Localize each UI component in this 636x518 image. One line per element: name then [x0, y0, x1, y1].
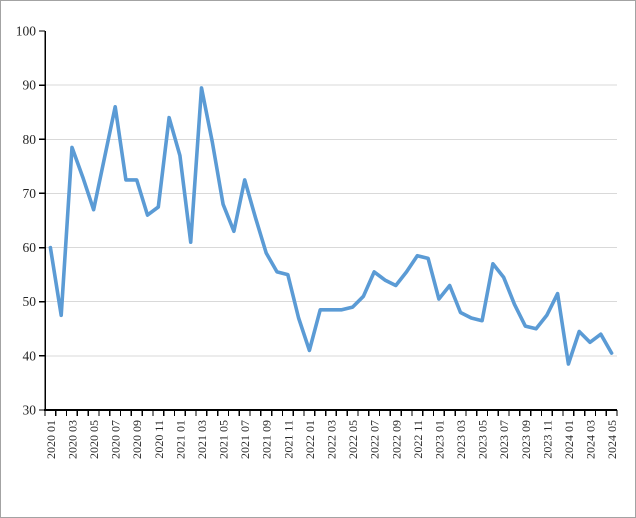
x-tick-label: 2021 05 — [217, 420, 231, 459]
x-tick-label: 2022 01 — [303, 420, 317, 459]
x-tick-label: 2021 01 — [173, 420, 187, 459]
x-tick-label: 2022 07 — [368, 420, 382, 459]
x-tick-label: 2020 01 — [44, 420, 58, 459]
x-tick-label: 2020 09 — [130, 420, 144, 459]
x-tick-label: 2022 03 — [325, 420, 339, 459]
data-series-line — [48, 86, 614, 366]
x-tick-label: 2020 11 — [152, 420, 166, 459]
x-tick-label: 2021 07 — [238, 420, 252, 459]
y-tick-label: 100 — [16, 24, 37, 39]
x-tick-label: 2023 07 — [497, 420, 511, 459]
x-tick-label: 2023 11 — [540, 420, 554, 459]
y-tick-label: 60 — [23, 240, 37, 255]
x-tick-label: 2022 09 — [389, 420, 403, 459]
x-tick-label: 2023 03 — [454, 420, 468, 459]
x-tick-label: 2021 03 — [195, 420, 209, 459]
x-tick-label: 2021 09 — [260, 420, 274, 459]
x-tick-label: 2022 11 — [411, 420, 425, 459]
y-tick-label: 70 — [23, 186, 37, 201]
x-tick-label: 2024 03 — [584, 420, 598, 459]
y-tick-label: 40 — [23, 348, 37, 363]
y-tick-label: 30 — [23, 403, 37, 418]
x-tick-label: 2023 05 — [476, 420, 490, 459]
x-tick-label: 2023 01 — [432, 420, 446, 459]
x-tick-label: 2020 03 — [65, 420, 79, 459]
y-tick-label: 50 — [23, 294, 37, 309]
x-tick-label: 2024 01 — [562, 420, 576, 459]
x-tick-label: 2020 07 — [109, 420, 123, 459]
x-tick-label: 2022 05 — [346, 420, 360, 459]
x-tick-label: 2024 05 — [605, 420, 619, 459]
y-tick-label: 80 — [23, 132, 37, 147]
x-tick-label: 2021 11 — [281, 420, 295, 459]
x-tick-label: 2020 05 — [87, 420, 101, 459]
x-tick-label: 2023 09 — [519, 420, 533, 459]
y-tick-label: 90 — [23, 78, 37, 93]
